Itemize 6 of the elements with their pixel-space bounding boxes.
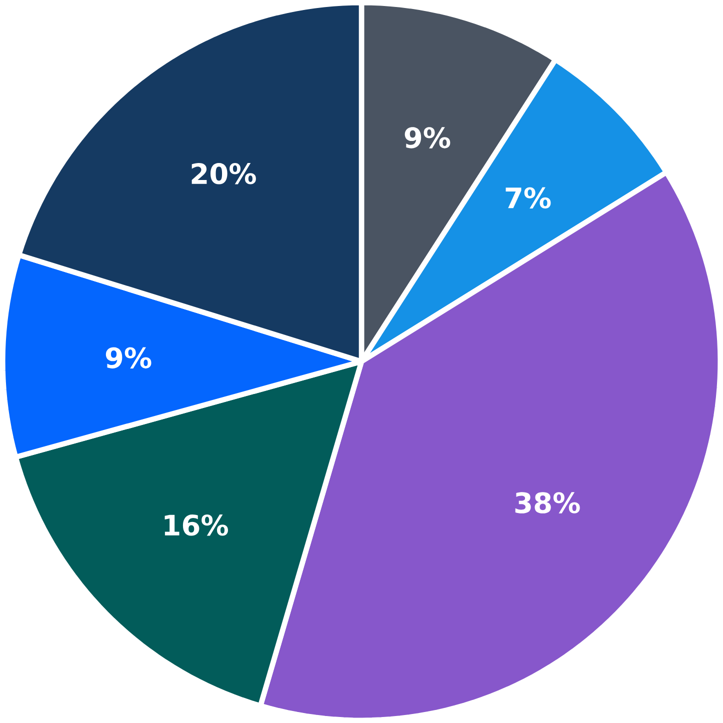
data-label: 9% [404,127,450,148]
data-label: 9% [106,347,152,368]
data-label: 16% [164,514,228,536]
data-label: 7% [506,187,551,208]
data-label: 20% [192,163,256,184]
data-label: 38% [515,492,580,514]
